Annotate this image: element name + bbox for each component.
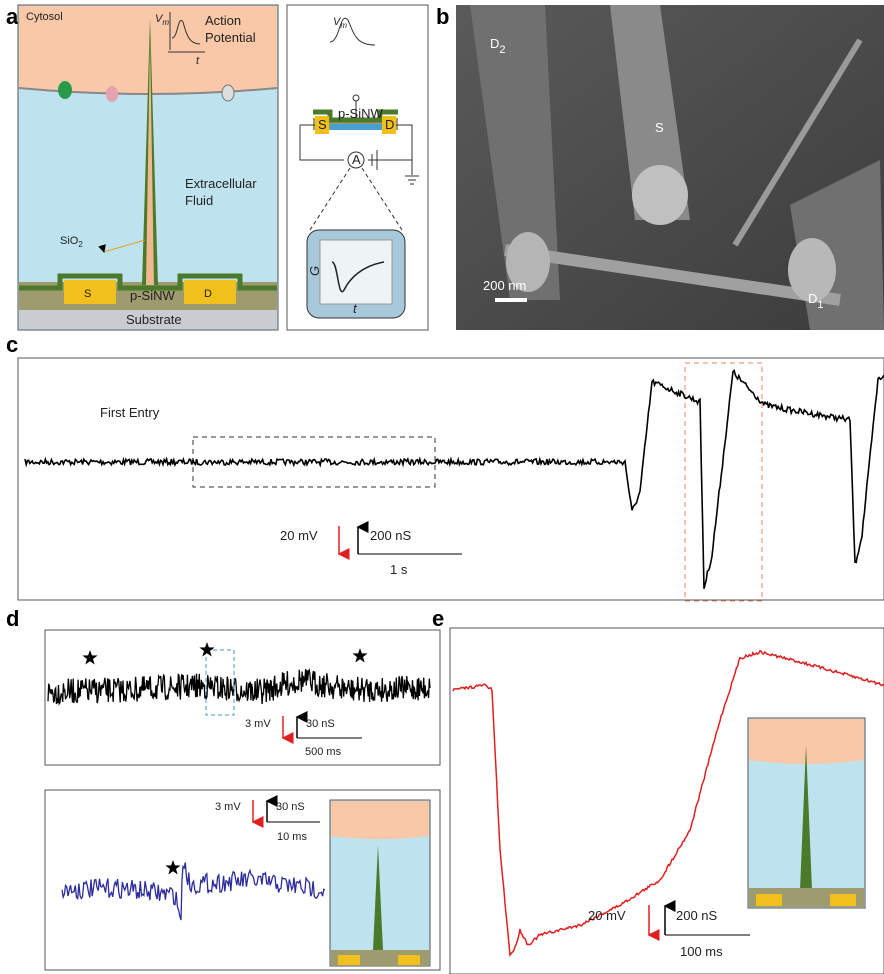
- meter-screen: [320, 240, 392, 304]
- label: Cytosol: [26, 11, 63, 23]
- panel-c: First Entry 20 mV 200 nS 1 s: [18, 358, 884, 601]
- scale-label: 10 ms: [277, 831, 307, 843]
- label: Extracellular: [185, 176, 257, 191]
- channel: [106, 86, 118, 102]
- cytosol: [331, 801, 429, 839]
- star-marker: [165, 860, 180, 875]
- panel-a: Cytosol Action Potential Vm t Extracellu…: [18, 5, 428, 330]
- panel-b: D2 S 200 nm D1: [456, 5, 884, 330]
- scale-label: 30 nS: [276, 801, 305, 813]
- label: Fluid: [185, 193, 213, 208]
- figure: a b c d e Cytosol Action Potential Vm t …: [0, 0, 884, 974]
- scale-label: 3 mV: [245, 718, 271, 730]
- label: p-SiNW: [338, 106, 384, 121]
- channel: [58, 81, 72, 99]
- scale-label: 500 ms: [305, 746, 342, 758]
- electrode: [756, 894, 782, 906]
- label: Potential: [205, 30, 256, 45]
- scale-bar: [495, 298, 527, 302]
- trace: [25, 371, 884, 589]
- nanowire: [330, 124, 382, 130]
- scale-label: 20 mV: [280, 528, 318, 543]
- label: S: [318, 117, 327, 132]
- label: S: [655, 120, 664, 135]
- star-marker: [82, 650, 97, 665]
- scale-label: 20 mV: [588, 908, 626, 923]
- label: G: [307, 266, 322, 276]
- star-marker: [199, 642, 214, 657]
- label: p-SiNW: [130, 288, 176, 303]
- star-marker: [352, 648, 367, 663]
- label: D: [204, 288, 212, 300]
- panel-e: 20 mV 200 nS 100 ms: [450, 628, 884, 974]
- channel: [222, 85, 234, 101]
- panel-d: 3 mV 30 nS 500 ms 3 mV 30 nS 10 ms: [45, 630, 440, 970]
- scale-label: 30 nS: [306, 718, 335, 730]
- panel-label: d: [6, 606, 19, 631]
- label: A: [352, 152, 361, 167]
- panel-label: c: [6, 332, 18, 357]
- scale-label: 200 nS: [370, 528, 412, 543]
- scale-label: 200 nm: [483, 278, 526, 293]
- electrode: [830, 894, 856, 906]
- label: Substrate: [126, 312, 182, 327]
- label: D: [385, 117, 394, 132]
- scale-label: 100 ms: [680, 944, 723, 959]
- scale-label: 1 s: [390, 562, 408, 577]
- panel-label: b: [436, 4, 449, 29]
- annotation: First Entry: [100, 405, 160, 420]
- trace: [48, 669, 430, 704]
- panel-label: a: [6, 4, 19, 29]
- panel-label: e: [432, 606, 444, 631]
- electrode: [398, 955, 420, 965]
- highlight-box: [685, 363, 762, 601]
- trace: [62, 863, 325, 921]
- contact: [632, 165, 688, 225]
- label: S: [84, 288, 91, 300]
- scale-label: 3 mV: [215, 801, 241, 813]
- electrode: [338, 955, 360, 965]
- label: Action: [205, 13, 241, 28]
- scale-label: 200 nS: [676, 908, 718, 923]
- terminal: [353, 95, 359, 101]
